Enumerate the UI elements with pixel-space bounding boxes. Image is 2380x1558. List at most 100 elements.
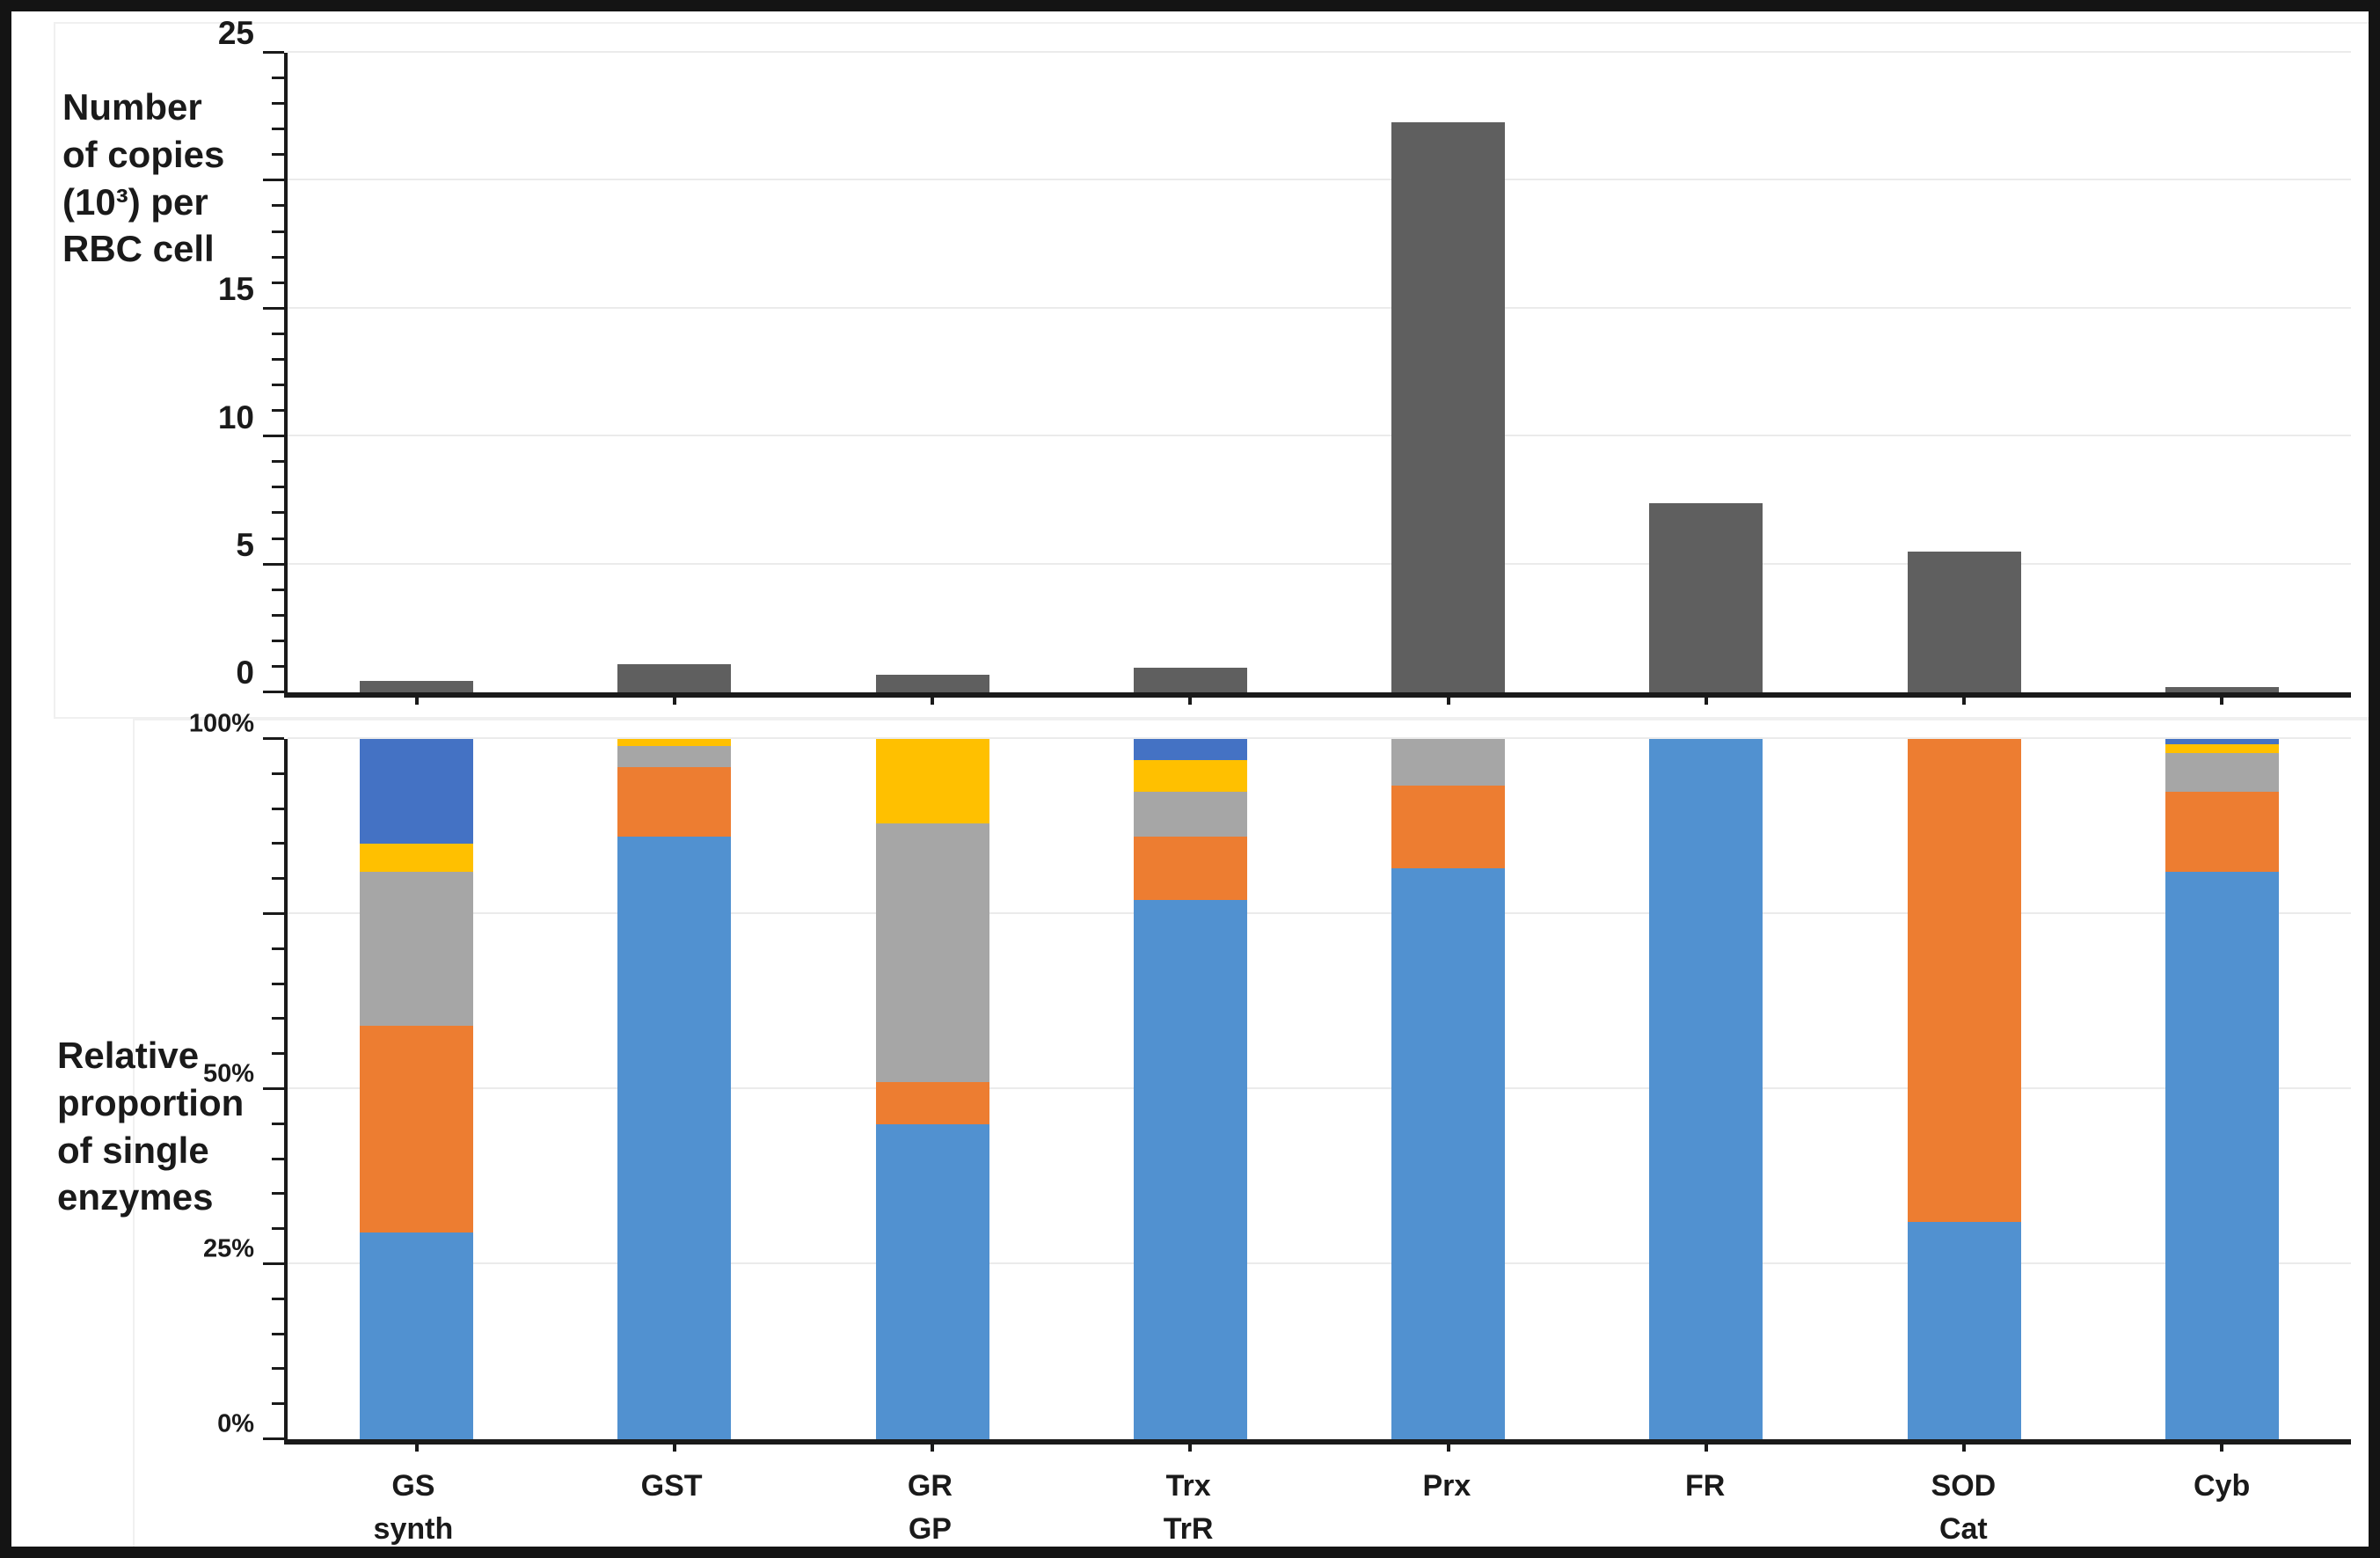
proportion-stack-gst [617, 739, 732, 1439]
copies-bar-trx-trr [1133, 668, 1247, 692]
copies-bar-gst [617, 664, 732, 692]
y-tick-label: 15 [217, 271, 254, 308]
y-axis-minor-tick [272, 588, 284, 591]
y-tick-label: 0 [236, 655, 254, 691]
category-tick [414, 692, 419, 705]
category-label-prx: Prx [1318, 1465, 1576, 1547]
y-axis-minor-tick [272, 1157, 284, 1160]
y-tick-label: 5 [236, 526, 254, 563]
category-label-line: Prx [1422, 1469, 1471, 1503]
category-label-gs-synth: GS synth [284, 1465, 543, 1547]
gridline [288, 737, 2351, 739]
category-label-line: Cyb [2194, 1469, 2251, 1503]
category-column-prx [1319, 53, 1577, 692]
segment-orange-sod-cat [1907, 739, 2021, 1223]
y-axis-minor-tick [272, 409, 284, 413]
y-axis-minor-tick [272, 613, 284, 617]
proportion-stack-fr [1649, 739, 1763, 1439]
y-axis-major-tick [263, 179, 284, 182]
y-axis-minor-tick [272, 877, 284, 881]
category-label-line: FR [1684, 1469, 1726, 1503]
y-axis-minor-tick [272, 982, 284, 985]
copies-bar-sod-cat [1907, 552, 2021, 692]
category-column-gst [545, 53, 803, 692]
copies-chart-plot-area: 25 15 10 5 0 [218, 15, 2351, 705]
category-tick [1446, 692, 1450, 705]
y-axis-minor-tick [272, 384, 284, 387]
segment-orange-cyb [2165, 791, 2279, 873]
y-axis-title-line: (10³) per [62, 180, 208, 223]
y-axis-minor-tick [272, 1297, 284, 1300]
gridline [288, 306, 2351, 309]
segment-gray-gr-gp [875, 823, 989, 1083]
category-column-gst [545, 739, 803, 1439]
proportion-stack-cyb [2165, 739, 2279, 1439]
copies-bar-fr [1649, 502, 1763, 692]
gridline [288, 562, 2351, 565]
segment-yellow-gst [617, 739, 732, 746]
y-axis-minor-tick [272, 128, 284, 131]
category-label-line: GP [908, 1512, 952, 1547]
category-column-gs-synth [288, 53, 545, 692]
segment-orange-gr-gp [875, 1082, 989, 1124]
category-column-gr-gp [804, 739, 1062, 1439]
y-axis-minor-tick [272, 1052, 284, 1056]
y-axis-major-tick [263, 912, 284, 915]
segment-orange-gs-synth [360, 1026, 474, 1233]
proportion-stack-trx-trr [1133, 739, 1247, 1439]
y-axis-minor-tick [272, 664, 284, 668]
gridline [288, 179, 2351, 181]
y-axis-minor-tick [272, 281, 284, 284]
category-column-gs-synth [288, 739, 545, 1439]
segment-blue-fr [1649, 739, 1763, 1439]
segment-gray-gst [617, 745, 732, 767]
category-tick [1962, 1439, 1967, 1452]
gridline [288, 912, 2351, 914]
category-tick [1446, 1439, 1450, 1452]
category-column-sod-cat [1836, 53, 2093, 692]
y-axis-major-tick [263, 562, 284, 566]
segment-yellow-trx-trr [1133, 759, 1247, 792]
y-tick-label: 50% [202, 1059, 254, 1088]
y-axis-major-tick [263, 1437, 284, 1440]
category-tick [1962, 692, 1967, 705]
y-axis-major-tick [263, 1087, 284, 1090]
y-axis-minor-tick [272, 255, 284, 259]
y-tick-label: 100% [188, 709, 254, 738]
y-axis-minor-tick [272, 511, 284, 515]
segment-orange-prx [1391, 786, 1506, 869]
y-axis-title-line: Relative [57, 1035, 200, 1076]
segment-dark-blue-trx-trr [1133, 739, 1247, 760]
category-tick [931, 692, 935, 705]
category-label-line: TrR [1163, 1512, 1214, 1547]
y-axis-minor-tick [272, 102, 284, 106]
y-axis-minor-tick [272, 639, 284, 642]
copies-bar-cyb [2165, 687, 2279, 692]
y-axis-minor-tick [272, 153, 284, 157]
proportion-stack-sod-cat [1907, 739, 2021, 1439]
category-column-cyb [2093, 53, 2351, 692]
y-axis-minor-tick [272, 357, 284, 361]
y-axis-minor-tick [272, 486, 284, 489]
category-tick [1188, 692, 1193, 705]
y-axis-minor-tick [272, 230, 284, 233]
category-column-cyb [2093, 739, 2351, 1439]
y-axis-major-tick [263, 737, 284, 740]
category-tick [931, 1439, 935, 1452]
category-label-gst: GST [543, 1465, 801, 1547]
gridline [288, 1262, 2351, 1264]
y-axis-title-line: proportion [57, 1081, 245, 1123]
y-tick-label: 25 [217, 15, 254, 52]
y-axis-major-tick [263, 51, 284, 54]
category-column-trx-trr [1062, 53, 1319, 692]
y-axis-major-tick [263, 435, 284, 438]
y-axis-minor-tick [272, 1402, 284, 1406]
category-axis-labels: GS synth GST GR GP Trx TrR Prx FR SOD Cat Cyb [284, 1465, 2351, 1547]
category-tick [672, 692, 676, 705]
category-label-sod-cat: SOD Cat [1835, 1465, 2093, 1547]
segment-dark-blue-gs-synth [360, 739, 474, 845]
category-tick [1704, 692, 1708, 705]
y-axis-minor-tick [272, 1367, 284, 1371]
category-column-gr-gp [804, 53, 1062, 692]
